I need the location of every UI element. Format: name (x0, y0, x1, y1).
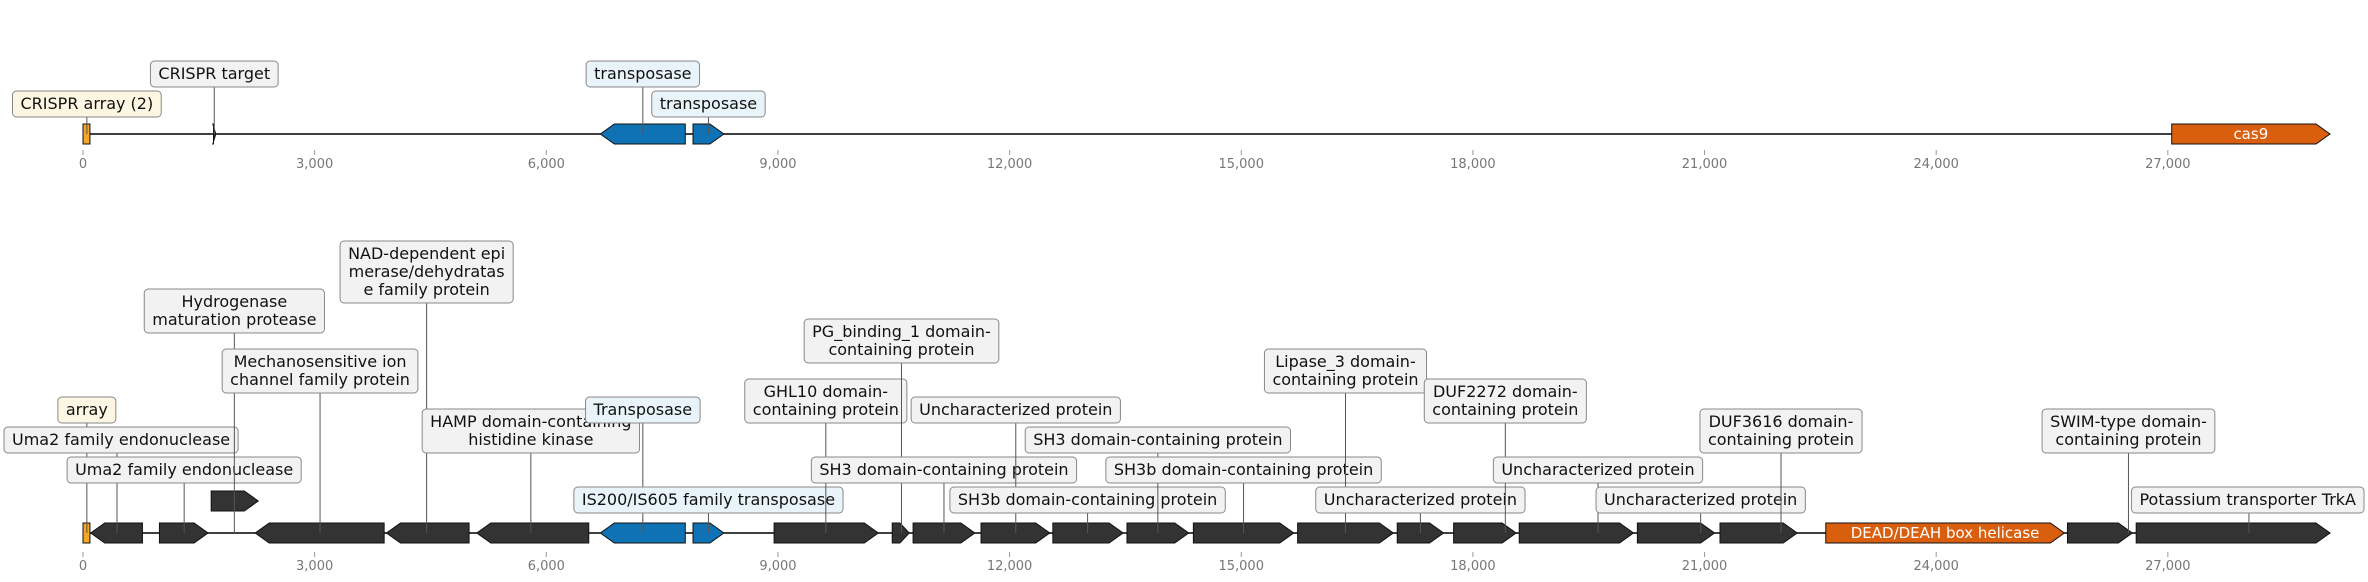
gene-label-box (910, 396, 1121, 424)
gene-label-box (1595, 486, 1806, 514)
gene-label-box (3, 426, 239, 454)
gene-label-box (573, 486, 844, 514)
gene-label-box (744, 378, 908, 424)
gene-label: HAMP domain-containing histidine kinase (430, 412, 631, 449)
gene-label: transposase (594, 64, 691, 83)
gene-arrow[interactable] (2066, 522, 2134, 544)
axis-tick-label: 21,000 (1682, 157, 1728, 172)
gene-arrow[interactable] (1719, 522, 1799, 544)
gene-label-box (803, 318, 1000, 364)
gene-arrow[interactable] (891, 522, 910, 544)
gene-arrow[interactable] (1825, 522, 2066, 544)
axis-tick-label: 27,000 (2145, 157, 2191, 172)
gene-label-box (585, 60, 701, 88)
axis-tick-label: 12,000 (987, 157, 1033, 172)
gene-label: SWIM-type domain-containing protein (2050, 412, 2207, 449)
gene-label: Transposase (593, 400, 693, 419)
gene-arrow[interactable] (1453, 522, 1518, 544)
gene-label-box (1024, 426, 1291, 454)
axis-tick-label: 15,000 (1218, 559, 1264, 574)
axis-tick-label: 15,000 (1218, 157, 1264, 172)
gene-label: CRISPR array (2) (21, 94, 154, 113)
gene-label-box (1492, 456, 1704, 484)
gene-label-box (221, 348, 419, 394)
gene-label-box (149, 60, 279, 88)
gene-label: Uncharacterized protein (919, 400, 1112, 419)
axis-tick-label: 6,000 (528, 559, 565, 574)
gene-label: Potassium transporter TrkA (2139, 490, 2356, 509)
axis-tick-label: 27,000 (2145, 559, 2191, 574)
axis-tick-label: 18,000 (1450, 559, 1496, 574)
gene-arrow[interactable] (2135, 522, 2331, 544)
gene-label: Uncharacterized protein (1324, 490, 1517, 509)
gene-label: Uncharacterized protein (1501, 460, 1694, 479)
axis-tick-label: 6,000 (528, 157, 565, 172)
gene-name-label: cas9 (2233, 125, 2268, 143)
axis-tick-label: 18,000 (1450, 157, 1496, 172)
gene-label: GHL10 domain-containing protein (753, 382, 899, 419)
gene-label: NAD-dependent epi merase/dehydratas e fami… (348, 244, 505, 299)
gene-label-box (1423, 378, 1587, 424)
gene-label-box (1105, 456, 1382, 484)
gene-label: SH3b domain-containing protein (1114, 460, 1373, 479)
gene-label: Mechanosensitive ion channel family prote… (230, 352, 410, 389)
axis-tick-label: 12,000 (987, 559, 1033, 574)
axis-tick-label: 0 (79, 559, 87, 574)
axis-tick-label: 3,000 (296, 157, 333, 172)
gene-label: transposase (660, 94, 757, 113)
gene-label-box (339, 240, 514, 304)
gene-label-box (1315, 486, 1526, 514)
axis-tick-label: 24,000 (1913, 559, 1959, 574)
gene-name-label: DEAD/DEAH box helicase (1851, 524, 2040, 542)
genome-track-bottom: 0 3,000 6,000 9,000 12,000 15,000 18,000 21,000… (3, 240, 2365, 574)
gene-label-box (1699, 408, 1863, 454)
gene-arrow[interactable] (1636, 522, 1716, 544)
gene-label-box (57, 396, 117, 424)
gene-label: Hydrogenase maturation protease (152, 292, 316, 329)
gene-label-box (585, 396, 701, 424)
gene-label: SH3b domain-containing protein (958, 490, 1217, 509)
gene-arrow[interactable] (475, 522, 590, 544)
gene-label-box (1263, 348, 1428, 394)
gene-label-box (949, 486, 1226, 514)
gene-label-box (66, 456, 302, 484)
axis-tick-label: 24,000 (1913, 157, 1959, 172)
gene-label: array (66, 400, 108, 419)
axis-tick-label: 9,000 (759, 157, 796, 172)
axis-tick-label: 9,000 (759, 559, 796, 574)
gene-arrow[interactable] (2171, 123, 2331, 145)
gene-label-box (2041, 408, 2216, 454)
gene-arrow[interactable] (1518, 522, 1635, 544)
gene-label-box (143, 288, 325, 334)
gene-label: Uma2 family endonuclease (75, 460, 293, 479)
gene-label: IS200/IS605 family transposase (582, 490, 835, 509)
gene-label: DUF3616 domain-containing protein (1708, 412, 1854, 449)
gene-label-box (12, 90, 162, 118)
gene-label: DUF2272 domain-containing protein (1432, 382, 1578, 419)
gene-label: PG_binding_1 domain-containing protein (812, 322, 991, 359)
gene-label: Uncharacterized protein (1604, 490, 1797, 509)
axis-tick-label: 3,000 (296, 559, 333, 574)
gene-label: SH3 domain-containing protein (819, 460, 1068, 479)
gene-label: SH3 domain-containing protein (1033, 430, 1282, 449)
gene-label-box (810, 456, 1078, 484)
genome-track-top: 0 3,000 6,000 9,000 12,000 15,000 18,000 21,000… (12, 60, 2331, 172)
gene-label-box (651, 90, 766, 118)
gene-label: Uma2 family endonuclease (12, 430, 230, 449)
gene-arrow[interactable] (385, 522, 470, 544)
axis-tick-label: 21,000 (1682, 559, 1728, 574)
gene-label: CRISPR target (158, 64, 270, 83)
axis-tick-label: 0 (79, 157, 87, 172)
gene-label: Lipase_3 domain-containing protein (1272, 352, 1418, 389)
gene-label-box (2130, 486, 2365, 514)
